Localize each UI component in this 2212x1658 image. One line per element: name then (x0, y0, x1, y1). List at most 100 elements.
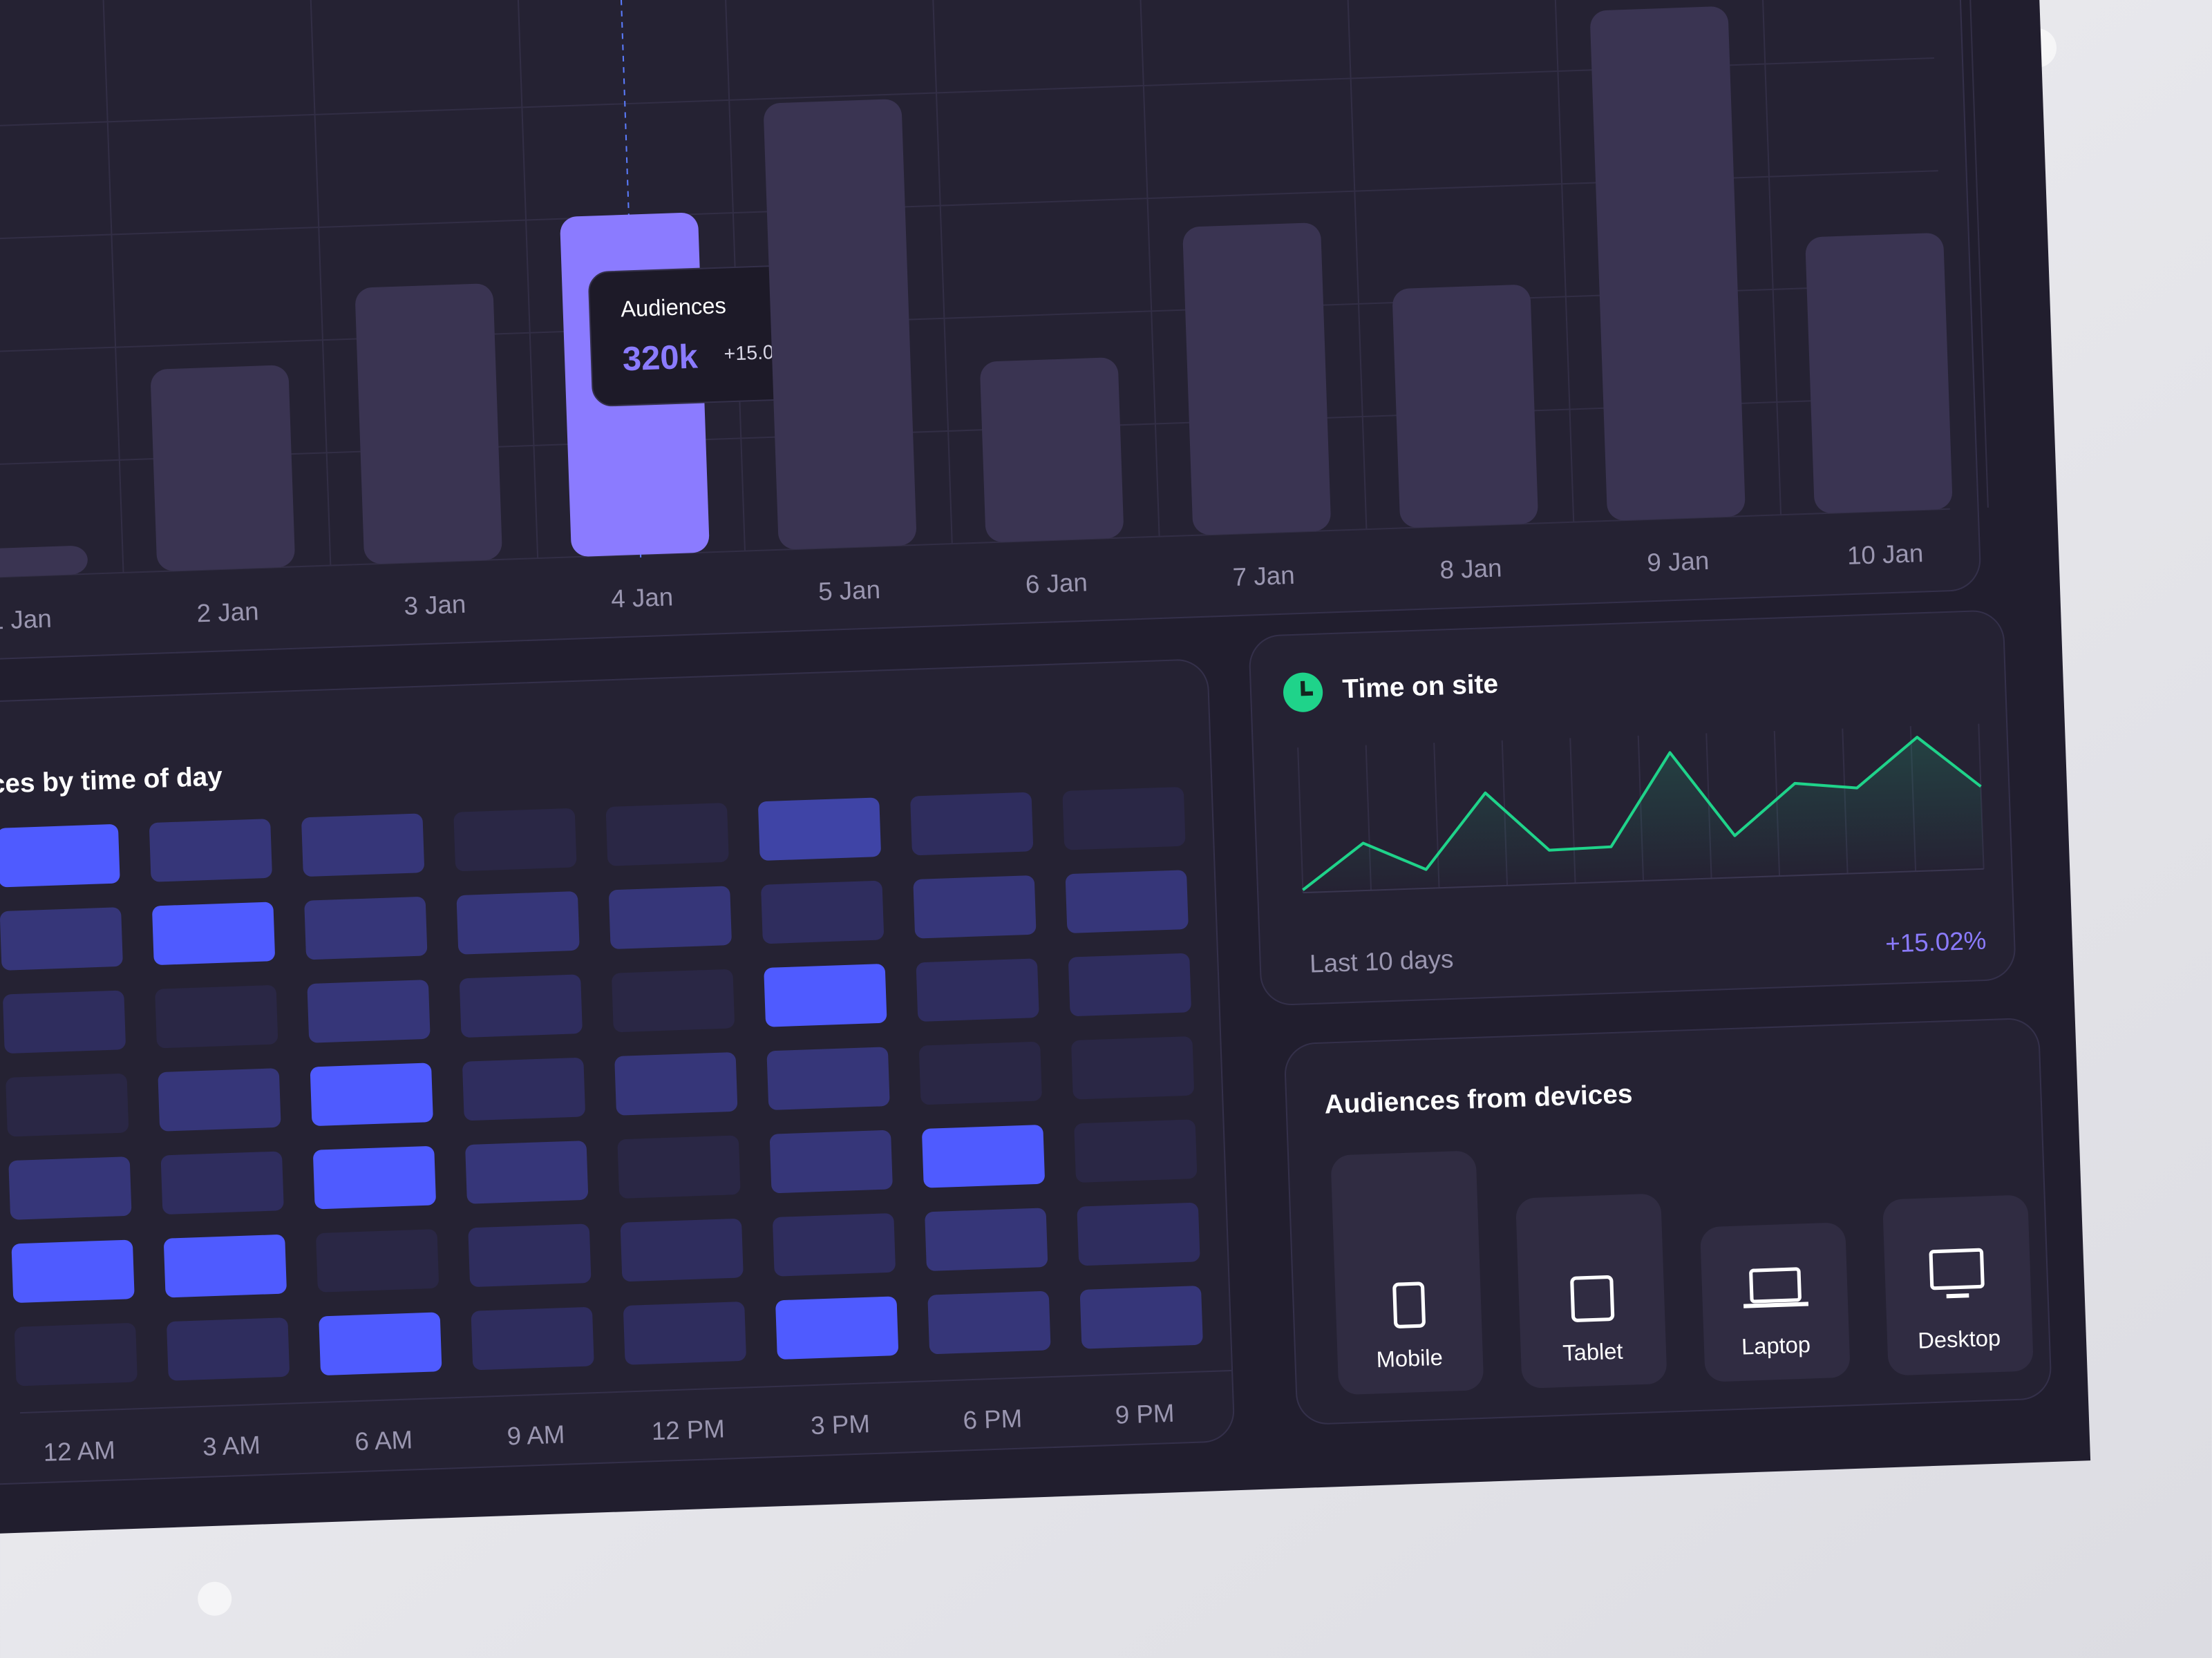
grid-line (1137, 0, 1160, 537)
x-tick-label: 2 Jan (196, 597, 259, 627)
tooltip-value: 320k (622, 338, 699, 378)
heat-cell (620, 1219, 744, 1282)
line (1302, 736, 1982, 891)
grid-line (308, 0, 332, 566)
heat-cell (316, 1229, 439, 1293)
device-label: Tablet (1562, 1338, 1623, 1366)
heat-cell (919, 1042, 1042, 1105)
device-label: Mobile (1376, 1344, 1443, 1372)
heat-cell (925, 1208, 1048, 1271)
bar (980, 357, 1124, 542)
x-tick-label: 12 AM (43, 1436, 115, 1467)
x-tick-label: 6 AM (355, 1425, 413, 1456)
x-tick-label: 6 Jan (1025, 568, 1088, 598)
heat-cell (453, 808, 577, 872)
axis-line (20, 1369, 1233, 1414)
bar (0, 546, 88, 578)
grid-line (1297, 747, 1304, 893)
x-tick-label: 5 Jan (817, 575, 880, 606)
heat-cell (0, 824, 120, 888)
heat-cell (460, 974, 583, 1038)
x-tick-label: 10 Jan (1846, 539, 1924, 570)
heat-cell (761, 881, 884, 944)
heat-cell (307, 980, 431, 1043)
heat-cell (605, 803, 729, 866)
heat-cell (149, 819, 272, 882)
heat-cell (0, 907, 123, 971)
heat-cell (313, 1146, 436, 1210)
tablet-icon (1570, 1275, 1615, 1322)
heat-cell (15, 1323, 138, 1387)
bar (355, 283, 502, 564)
x-tick-label: 4 Jan (611, 582, 674, 613)
x-tick-label: 6 PM (963, 1404, 1023, 1434)
bar (151, 365, 295, 571)
x-tick-label: 9 PM (1115, 1399, 1175, 1429)
mobile-icon (1392, 1281, 1426, 1328)
heat-cell (160, 1151, 284, 1214)
heat-cell (1079, 1286, 1203, 1349)
heat-cell (1077, 1202, 1200, 1266)
time-title: Time on site (1342, 669, 1499, 705)
device-tiles: Mobile Tablet Laptop Desktop (1330, 1150, 2034, 1395)
x-tick-label: 8 Jan (1439, 553, 1502, 584)
heat-cell (465, 1141, 589, 1204)
heat-cell (927, 1291, 1051, 1354)
heat-cell (8, 1156, 132, 1220)
device-tile[interactable] (1330, 1150, 1484, 1395)
x-tick-label: 3 AM (202, 1431, 261, 1461)
grid-line (0, 508, 1950, 580)
heat-cell (1062, 787, 1186, 850)
heat-cell (758, 797, 881, 861)
grid-line (722, 0, 746, 551)
tooltip-title: Audiences (621, 292, 727, 321)
heatmap: 12 AM 3 AM 6 AM 9 AM 12 PM 3 PM 6 PM 9 PM (0, 787, 1233, 1467)
time-card (1249, 610, 2016, 1006)
bar (1392, 285, 1538, 528)
heat-cell (301, 813, 424, 877)
heat-cell (623, 1302, 746, 1365)
device-tile[interactable] (1515, 1193, 1667, 1389)
heat-cell (304, 897, 428, 960)
time-change: +15.02% (1885, 926, 1987, 958)
heat-cell (1071, 1036, 1194, 1100)
heat-cell (1074, 1119, 1198, 1183)
heat-cell (910, 792, 1034, 855)
heat-cell (456, 891, 580, 955)
guide-line (618, 0, 642, 562)
x-tick-label: 1 Jan (0, 604, 52, 635)
line-area (1303, 737, 1984, 893)
bar (1182, 222, 1331, 535)
heat-cell (152, 902, 275, 965)
grid-line (101, 0, 124, 573)
heat-cell (164, 1235, 287, 1298)
clock-hands (1300, 680, 1314, 696)
grid-line (1965, 0, 1989, 508)
heat-cell (773, 1213, 896, 1277)
heat-cell (310, 1063, 433, 1126)
heat-cell (614, 1052, 738, 1116)
device-tile[interactable] (1882, 1194, 2034, 1375)
x-tick-label: 3 PM (811, 1409, 871, 1440)
grid-line (1551, 0, 1575, 522)
heat-cell (922, 1125, 1045, 1188)
bar (1805, 233, 1953, 513)
x-tick-label: 9 AM (507, 1420, 565, 1451)
heat-cell (3, 990, 126, 1054)
heat-cell (609, 886, 732, 949)
x-tick-label: 7 Jan (1232, 561, 1295, 591)
heat-cell (158, 1068, 281, 1132)
heat-cell (612, 969, 735, 1033)
heat-cell (916, 958, 1039, 1022)
line-chart (1297, 723, 1985, 894)
x-tick-label: 3 Jan (404, 590, 466, 620)
grid-line (1343, 0, 1368, 530)
heat-cell (764, 964, 887, 1027)
grid-line (515, 0, 539, 559)
bar (764, 99, 916, 550)
bar (1590, 6, 1746, 521)
heat-cell (319, 1312, 442, 1375)
desktop-icon (1929, 1248, 1985, 1290)
